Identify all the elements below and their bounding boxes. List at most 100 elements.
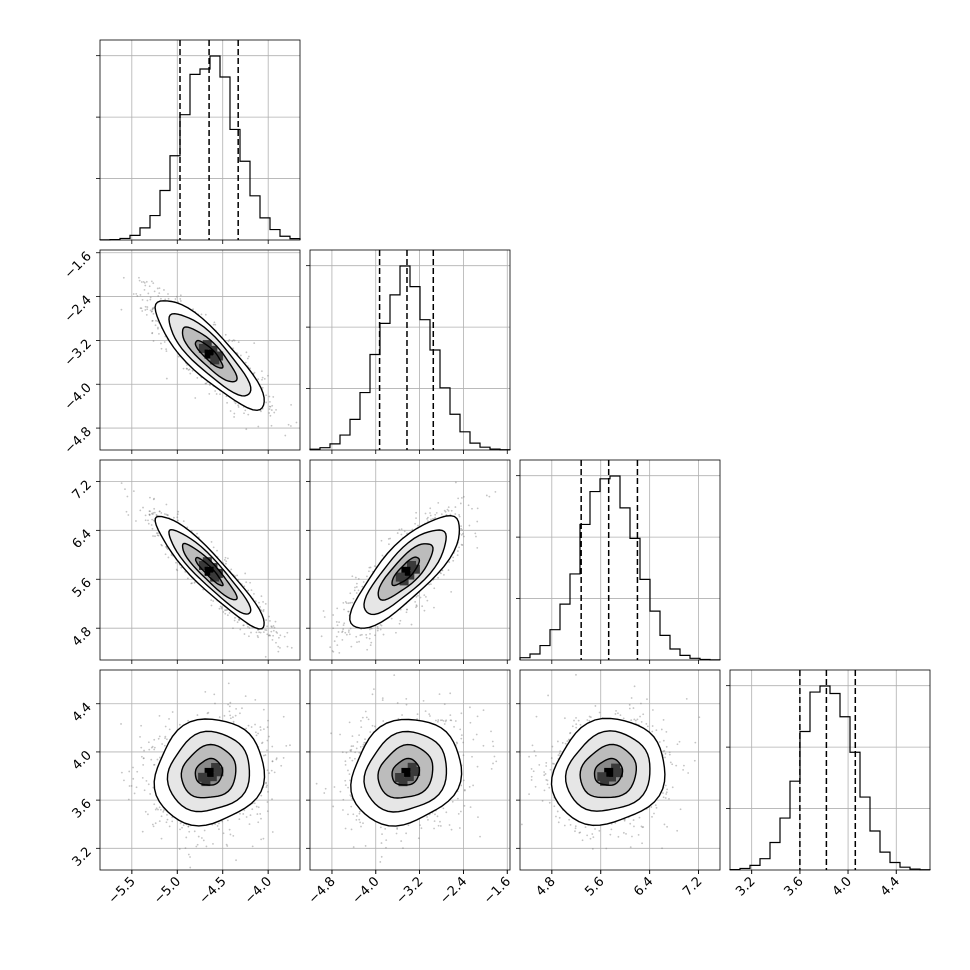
sample-point xyxy=(179,300,182,302)
sample-point xyxy=(399,619,402,622)
panel-frame xyxy=(519,669,721,871)
sample-point xyxy=(665,793,668,795)
sample-point xyxy=(238,818,241,821)
sample-point xyxy=(257,821,260,824)
sample-point xyxy=(232,347,235,350)
sample-point xyxy=(434,813,436,816)
sample-point xyxy=(432,517,434,520)
sample-point xyxy=(142,764,145,766)
sample-point xyxy=(454,506,457,508)
sample-point xyxy=(369,628,371,631)
sample-point xyxy=(646,725,649,728)
sample-point xyxy=(151,310,153,313)
sample-point xyxy=(614,713,617,715)
sample-point xyxy=(182,824,185,827)
sample-point xyxy=(189,372,192,375)
sample-point xyxy=(474,532,477,535)
sample-point xyxy=(130,785,133,787)
sample-point xyxy=(229,714,232,717)
sample-point xyxy=(233,339,236,342)
sample-point xyxy=(330,732,333,735)
sample-point xyxy=(347,631,350,633)
sample-point xyxy=(337,631,340,633)
sample-point xyxy=(275,758,278,761)
sample-point xyxy=(212,546,215,549)
sample-point xyxy=(417,837,420,840)
sample-point xyxy=(266,726,269,729)
sample-point xyxy=(143,288,146,291)
sample-point xyxy=(381,833,383,835)
sample-point xyxy=(351,735,354,738)
sample-point xyxy=(167,297,170,300)
sample-point xyxy=(149,296,152,299)
sample-point xyxy=(210,604,213,607)
sample-point xyxy=(555,815,557,818)
sample-point xyxy=(126,495,129,498)
sample-point xyxy=(469,721,472,724)
sample-point xyxy=(679,808,682,811)
sample-point xyxy=(698,716,701,719)
sample-point xyxy=(651,725,654,727)
sample-point xyxy=(442,719,445,722)
sample-point xyxy=(468,524,471,527)
sample-point xyxy=(426,816,428,818)
sample-point xyxy=(415,606,417,609)
sample-point xyxy=(231,340,234,343)
sample-point xyxy=(265,619,268,621)
sample-point xyxy=(197,835,200,838)
sample-point xyxy=(270,409,273,411)
sample-point xyxy=(342,809,344,811)
sample-point xyxy=(443,509,446,512)
sample-point xyxy=(469,806,472,809)
sample-point xyxy=(589,716,592,719)
sample-point xyxy=(244,572,247,575)
sample-point xyxy=(485,494,488,497)
sample-point xyxy=(344,779,347,782)
sample-point xyxy=(238,619,240,622)
sample-point xyxy=(145,280,148,283)
sample-point xyxy=(556,740,559,743)
sample-point xyxy=(366,575,368,578)
sample-point xyxy=(204,313,207,316)
sample-point xyxy=(443,573,445,576)
sample-point xyxy=(150,280,153,283)
sample-point xyxy=(664,752,667,755)
sample-point xyxy=(341,751,344,754)
sample-point xyxy=(351,575,354,578)
panel-frame xyxy=(309,669,511,871)
sample-point xyxy=(151,308,154,310)
sample-point xyxy=(229,717,232,720)
sample-point xyxy=(185,836,188,839)
panel-frame xyxy=(309,459,511,661)
sample-point xyxy=(190,529,193,532)
y-tick-label: 5.6 xyxy=(70,575,95,600)
contour-line xyxy=(181,542,238,601)
sample-point xyxy=(456,550,459,552)
sample-point xyxy=(148,285,151,288)
sample-point xyxy=(222,832,225,835)
sample-point xyxy=(271,831,274,833)
sample-point xyxy=(335,621,338,623)
sample-point xyxy=(262,837,265,840)
sample-point xyxy=(532,770,535,773)
sample-point xyxy=(634,719,637,722)
sample-point xyxy=(382,720,385,722)
sample-point xyxy=(150,310,153,313)
sample-point xyxy=(264,602,267,605)
sample-point xyxy=(411,528,414,531)
sample-point xyxy=(143,749,145,752)
sample-point xyxy=(266,784,268,787)
sample-point xyxy=(441,569,444,572)
sample-point xyxy=(344,760,347,763)
sample-point xyxy=(228,710,231,713)
sample-point xyxy=(427,516,429,519)
sample-point xyxy=(289,425,292,427)
sample-point xyxy=(324,787,327,790)
sample-point xyxy=(264,754,267,756)
sample-point xyxy=(451,800,454,803)
sample-point xyxy=(373,565,376,568)
sample-point xyxy=(139,509,142,512)
sample-point xyxy=(140,746,143,749)
sample-point xyxy=(141,310,144,312)
sample-point xyxy=(225,560,228,563)
